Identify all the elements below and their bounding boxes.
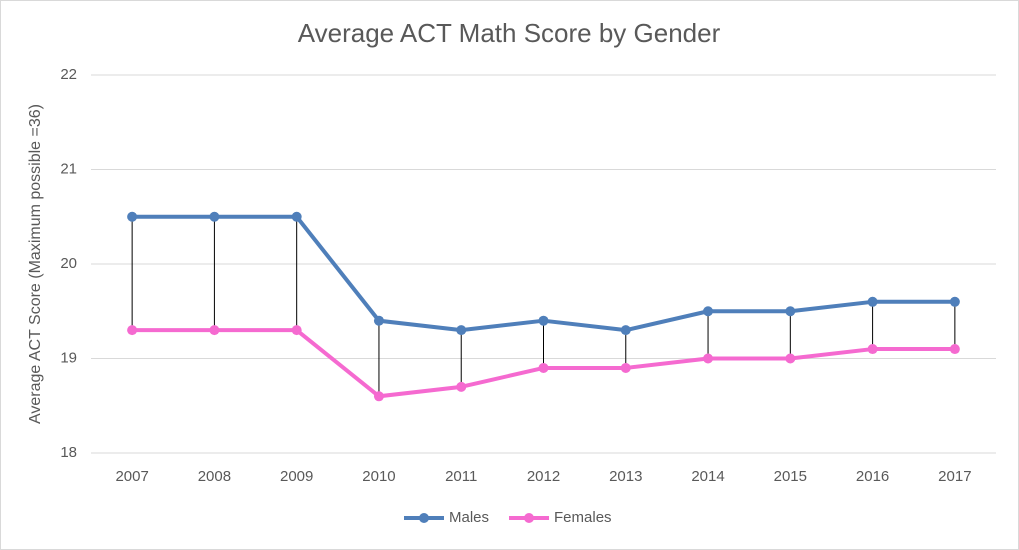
y-tick-label: 18	[60, 444, 77, 461]
point	[620, 325, 631, 336]
point	[456, 381, 467, 392]
grid: 18 19 20 21 22 2007 2008 2009 2010 2011 2012 2013 20…	[60, 66, 996, 485]
y-axis-label: Average ACT Score (Maximum possible =36)	[27, 104, 44, 424]
x-tick-label: 2015	[774, 468, 807, 485]
point	[538, 315, 549, 326]
point	[291, 325, 302, 336]
legend-marker	[524, 513, 535, 523]
point	[785, 353, 796, 364]
point	[373, 391, 384, 402]
x-tick-label: 2007	[115, 468, 148, 485]
point	[127, 325, 138, 336]
y-tick-label: 22	[60, 66, 77, 83]
point	[291, 211, 302, 222]
legend-label: Males	[449, 509, 489, 526]
point	[620, 362, 631, 373]
y-tick-label: 21	[60, 160, 77, 177]
point	[538, 362, 549, 373]
high-low-lines	[131, 216, 956, 397]
point	[867, 344, 878, 355]
series	[127, 211, 960, 402]
x-tick-label: 2013	[609, 468, 642, 485]
chart-title: Average ACT Math Score by Gender	[298, 18, 721, 48]
point	[209, 211, 220, 222]
x-tick-label: 2009	[280, 468, 313, 485]
x-tick-label: 2012	[527, 468, 560, 485]
x-tick-label: 2016	[856, 468, 889, 485]
point	[209, 325, 220, 336]
point	[456, 325, 467, 336]
y-tick-label: 20	[60, 255, 77, 272]
point	[703, 353, 714, 364]
legend-label: Females	[554, 509, 612, 526]
x-tick-label: 2017	[938, 468, 971, 485]
x-tick-label: 2008	[198, 468, 231, 485]
point	[949, 344, 960, 355]
point	[373, 315, 384, 326]
point	[949, 296, 960, 307]
point	[785, 306, 796, 317]
x-tick-label: 2011	[445, 468, 477, 485]
x-tick-label: 2014	[691, 468, 724, 485]
x-tick-label: 2010	[362, 468, 395, 485]
point	[703, 306, 714, 317]
legend: Males Females	[404, 509, 612, 526]
y-tick-label: 19	[60, 349, 77, 366]
point	[867, 296, 878, 307]
point	[127, 211, 138, 222]
legend-marker	[419, 513, 429, 523]
